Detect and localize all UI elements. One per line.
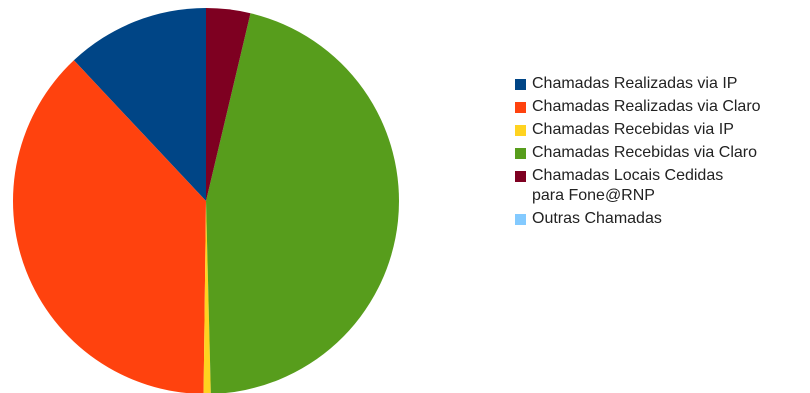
pie-slice-0 — [73, 8, 206, 201]
legend-swatch — [515, 125, 526, 136]
legend-label: Chamadas Realizadas via IP — [532, 75, 738, 92]
pie-slice-1 — [13, 60, 206, 393]
legend-swatch — [515, 79, 526, 90]
legend-label: Chamadas Recebidas via Claro — [532, 144, 757, 161]
legend-item: Chamadas Realizadas via Claro — [515, 97, 805, 117]
pie-slice-2 — [203, 201, 211, 393]
pie-slice-3 — [206, 13, 399, 393]
legend-label: Outras Chamadas — [532, 210, 662, 227]
legend-item: Outras Chamadas — [515, 209, 805, 229]
legend-item: Chamadas Recebidas via Claro — [515, 143, 805, 163]
legend-swatch — [515, 171, 526, 182]
legend-swatch — [515, 102, 526, 113]
legend-label: Chamadas Locais Cedidas para Fone@RNP — [532, 167, 724, 204]
legend-swatch — [515, 214, 526, 225]
legend-swatch — [515, 148, 526, 159]
legend-item: Chamadas Recebidas via IP — [515, 120, 805, 140]
pie-slice-4 — [206, 8, 251, 201]
chart-legend: Chamadas Realizadas via IP Chamadas Reali… — [515, 74, 805, 232]
legend-label: Chamadas Realizadas via Claro — [532, 98, 761, 115]
pie-plot-area — [13, 8, 399, 393]
legend-label: Chamadas Recebidas via IP — [532, 121, 734, 138]
legend-item: Chamadas Realizadas via IP — [515, 74, 805, 94]
legend-item: Chamadas Locais Cedidas para Fone@RNP — [515, 166, 805, 206]
